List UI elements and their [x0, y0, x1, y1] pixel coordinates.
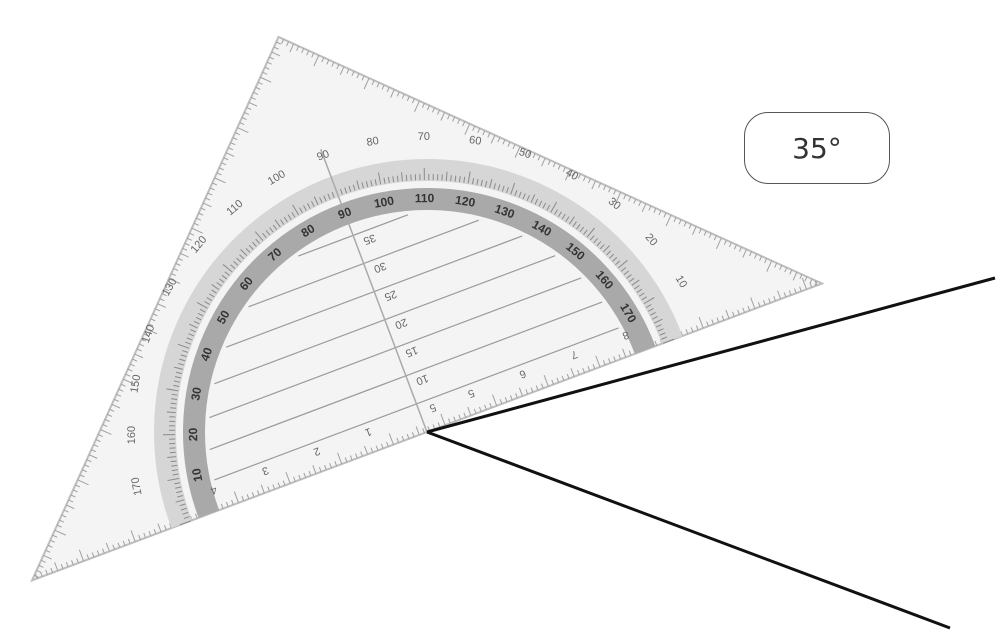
- angle-ray-lower: [427, 432, 950, 628]
- inner-degree-label: 30: [188, 386, 204, 402]
- set-square-protractor: 1020304050607080901001101201301401501601…: [0, 0, 822, 580]
- set-square-body: [0, 0, 822, 580]
- outer-degree-label: 80: [366, 135, 380, 149]
- inner-degree-label: 110: [415, 191, 435, 205]
- inner-degree-label: 20: [186, 427, 200, 441]
- angle-measure-label: 35°: [744, 112, 890, 184]
- outer-degree-label: 60: [468, 134, 482, 148]
- outer-degree-label: 70: [418, 131, 430, 143]
- outer-degree-label: 160: [126, 426, 138, 444]
